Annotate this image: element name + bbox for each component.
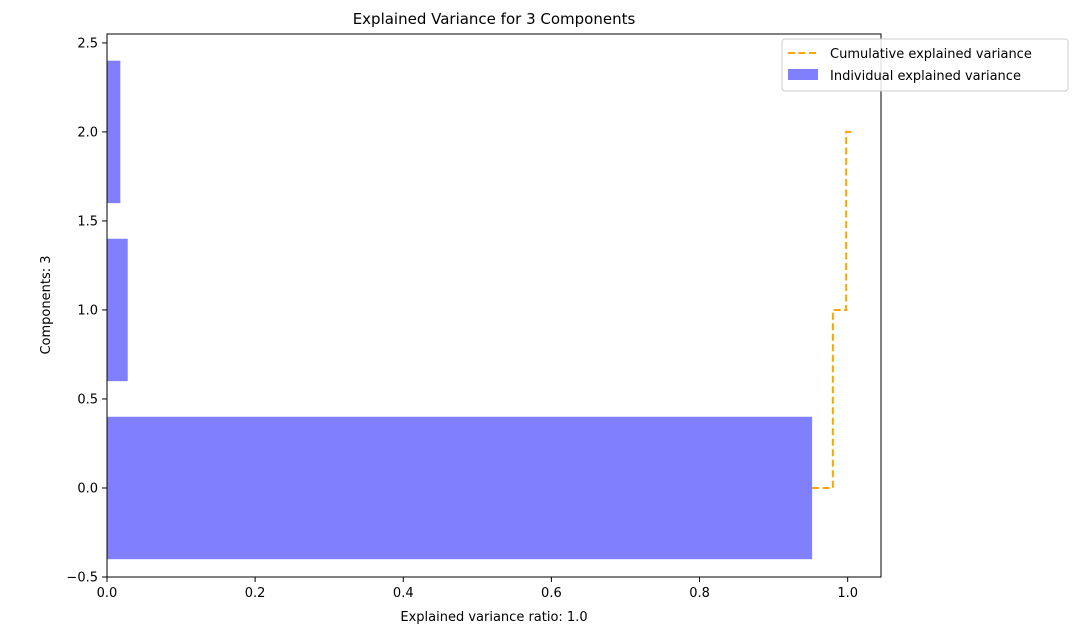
legend: Cumulative explained variance Individual…	[781, 38, 1069, 92]
y-axis-ticks: −0.5 0.0 0.5 1.0 1.5 2.0 2.5	[66, 36, 107, 586]
legend-swatch-individual	[788, 69, 818, 80]
x-tick-label: 0.6	[541, 586, 562, 601]
y-tick-label: 2.5	[77, 36, 98, 51]
x-tick-label: 0.0	[97, 586, 118, 601]
legend-label-cumulative: Cumulative explained variance	[830, 47, 1032, 62]
legend-label-individual: Individual explained variance	[830, 69, 1021, 84]
x-tick-label: 0.4	[393, 586, 414, 601]
bar-component-0	[107, 416, 813, 560]
plot-frame	[106, 33, 882, 578]
y-tick-label: 0.5	[77, 392, 98, 407]
bar-component-2	[107, 60, 121, 204]
y-axis-title: Components: 3	[39, 255, 54, 354]
x-axis-title: Explained variance ratio: 1.0	[400, 610, 587, 625]
y-tick-label: 0.0	[77, 481, 98, 496]
chart-title: Explained Variance for 3 Components	[353, 10, 636, 28]
x-tick-label: 0.8	[689, 586, 710, 601]
x-tick-label: 0.2	[245, 586, 266, 601]
cumulative-variance-line	[812, 130, 854, 489]
y-tick-label: 1.5	[77, 214, 98, 229]
y-tick-label: 1.0	[77, 303, 98, 318]
bar-component-1	[107, 238, 128, 382]
y-tick-label: 2.0	[77, 125, 98, 140]
y-tick-label: −0.5	[66, 571, 98, 586]
bars-group	[107, 60, 813, 560]
cumulative-line-group	[812, 130, 854, 489]
legend-box	[781, 38, 1069, 92]
x-axis-ticks: 0.0 0.2 0.4 0.6 0.8 1.0	[97, 577, 858, 601]
x-tick-label: 1.0	[837, 586, 858, 601]
